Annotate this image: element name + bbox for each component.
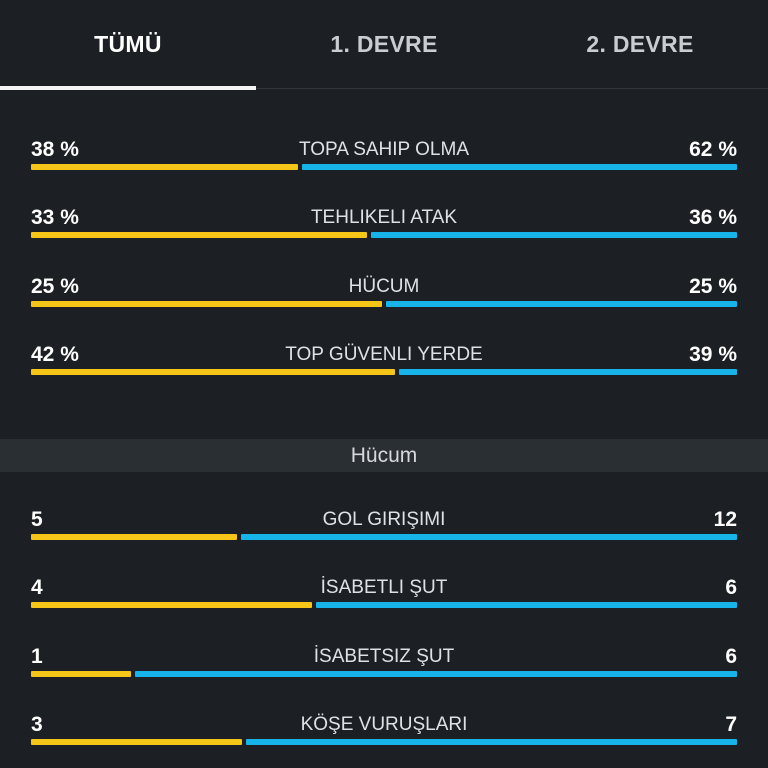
away-bar [246,739,737,745]
away-bar [241,534,737,540]
stat-row-goal-attempts: 5 GOL GIRIŞIMI 12 [0,508,768,548]
section-title: Hücum [350,443,418,467]
away-value: 6 [725,576,737,599]
stat-label: GOL GIRIŞIMI [322,509,446,530]
home-value: 1 [31,645,43,668]
away-bar [302,164,737,170]
home-value: 38 % [31,138,79,161]
away-value: 25 % [689,275,737,298]
home-bar [31,671,131,677]
stat-row-possession: 38 % TOPA SAHIP OLMA 62 % [0,138,768,178]
home-bar [31,301,382,307]
tab-all-label: TÜMÜ [94,30,162,57]
stat-row-shots-on-target: 4 İSABETLI ŞUT 6 [0,576,768,616]
home-bar [31,232,367,238]
away-bar [316,602,737,608]
away-bar [135,671,737,677]
stat-label: HÜCUM [348,276,420,297]
active-tab-indicator [0,86,256,90]
home-value: 5 [31,508,43,531]
tab-second-half[interactable]: 2. DEVRE [512,0,768,88]
away-bar [371,232,737,238]
section-header-attack: Hücum [0,439,768,472]
tab-bar: TÜMÜ 1. DEVRE 2. DEVRE [0,0,768,90]
stat-label: TOP GÜVENLI YERDE [285,344,483,365]
away-value: 7 [725,713,737,736]
stat-row-attack: 25 % HÜCUM 25 % [0,275,768,315]
home-bar [31,164,298,170]
stat-row-shots-off-target: 1 İSABETSIZ ŞUT 6 [0,645,768,685]
home-bar [31,534,237,540]
home-value: 33 % [31,206,79,229]
stat-row-ball-safe: 42 % TOP GÜVENLI YERDE 39 % [0,343,768,383]
stat-row-dangerous-attack: 33 % TEHLIKELI ATAK 36 % [0,206,768,246]
stat-label: KÖŞE VURUŞLARI [300,714,468,735]
away-value: 6 [725,645,737,668]
away-value: 39 % [689,343,737,366]
home-value: 25 % [31,275,79,298]
tab-first-half[interactable]: 1. DEVRE [256,0,512,88]
tab-first-half-label: 1. DEVRE [330,30,438,57]
away-value: 36 % [689,206,737,229]
tab-second-half-label: 2. DEVRE [586,30,694,57]
stat-row-corner-kicks: 3 KÖŞE VURUŞLARI 7 [0,713,768,753]
away-bar [399,369,737,375]
tab-all[interactable]: TÜMÜ [0,0,256,90]
stat-label: İSABETSIZ ŞUT [313,646,455,667]
away-bar [386,301,737,307]
stat-label: TOPA SAHIP OLMA [298,139,469,160]
home-bar [31,602,312,608]
away-value: 12 [713,508,737,531]
away-value: 62 % [689,138,737,161]
stat-label: TEHLIKELI ATAK [310,207,458,228]
home-value: 42 % [31,343,79,366]
home-bar [31,369,395,375]
home-value: 3 [31,713,43,736]
home-value: 4 [31,576,43,599]
stat-label: İSABETLI ŞUT [320,577,448,598]
home-bar [31,739,242,745]
